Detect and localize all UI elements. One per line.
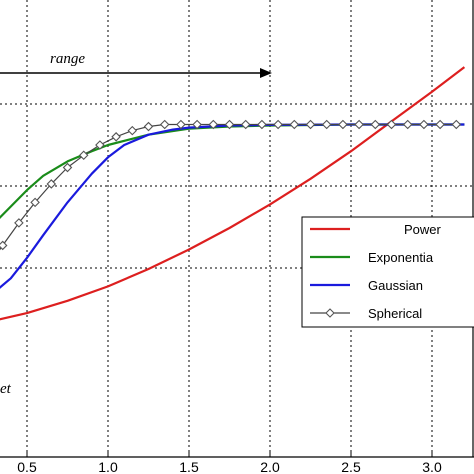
spherical-point-5 bbox=[62, 162, 73, 173]
x-tick-label-4: 2.5 bbox=[341, 459, 361, 474]
legend: Power Exponentia Gaussian Spherical bbox=[301, 216, 474, 328]
spherical-point-28 bbox=[435, 119, 445, 130]
x-tick-labels: 0.5 1.0 1.5 2.0 2.5 3.0 bbox=[17, 459, 442, 474]
spherical-point-27 bbox=[419, 119, 429, 130]
spherical-point-14 bbox=[208, 119, 219, 130]
spherical-point-6 bbox=[78, 150, 89, 161]
spherical-point-3 bbox=[30, 197, 40, 208]
legend-label-1: Exponentia bbox=[368, 250, 434, 265]
spherical-point-17 bbox=[257, 119, 267, 130]
spherical-point-4 bbox=[46, 179, 57, 189]
spherical-point-2 bbox=[14, 218, 24, 228]
spherical-point-22 bbox=[338, 119, 348, 130]
spherical-point-25 bbox=[386, 119, 397, 130]
spherical-point-9 bbox=[127, 125, 138, 136]
spherical-point-7 bbox=[95, 140, 105, 150]
series-spherical bbox=[0, 119, 462, 251]
x-tick-label-1: 1.0 bbox=[98, 459, 118, 474]
spherical-point-15 bbox=[224, 119, 235, 130]
spherical-point-26 bbox=[402, 119, 413, 130]
spherical-point-13 bbox=[192, 119, 202, 130]
spherical-point-16 bbox=[240, 119, 251, 130]
series-layer bbox=[0, 66, 466, 321]
spherical-point-21 bbox=[321, 119, 332, 130]
x-tick-label-2: 1.5 bbox=[179, 459, 199, 474]
x-tick-label-5: 3.0 bbox=[422, 459, 442, 474]
legend-box bbox=[301, 216, 474, 328]
spherical-point-10 bbox=[143, 121, 154, 132]
x-tick-label-3: 2.0 bbox=[260, 459, 280, 474]
spherical-point-20 bbox=[305, 119, 316, 130]
spherical-point-1 bbox=[0, 240, 8, 251]
spherical-point-23 bbox=[354, 119, 364, 130]
legend-label-2: Gaussian bbox=[368, 278, 423, 293]
spherical-point-18 bbox=[273, 119, 283, 130]
spherical-point-19 bbox=[289, 119, 300, 130]
series-exponentia bbox=[0, 123, 465, 219]
range-label: range bbox=[50, 51, 85, 67]
nugget-label: et bbox=[0, 381, 12, 397]
range-arrowhead bbox=[260, 68, 272, 78]
legend-marker-3 bbox=[325, 308, 335, 318]
series-line-exponentia bbox=[0, 123, 465, 219]
legend-label-0: Power bbox=[404, 222, 442, 237]
x-tick-label-0: 0.5 bbox=[17, 459, 37, 474]
spherical-point-29 bbox=[451, 119, 462, 130]
spherical-point-11 bbox=[159, 119, 170, 130]
spherical-point-24 bbox=[370, 119, 381, 130]
spherical-point-12 bbox=[176, 119, 186, 130]
spherical-point-8 bbox=[111, 132, 121, 142]
legend-label-3: Spherical bbox=[368, 306, 422, 321]
annotations: range et bbox=[0, 51, 272, 397]
